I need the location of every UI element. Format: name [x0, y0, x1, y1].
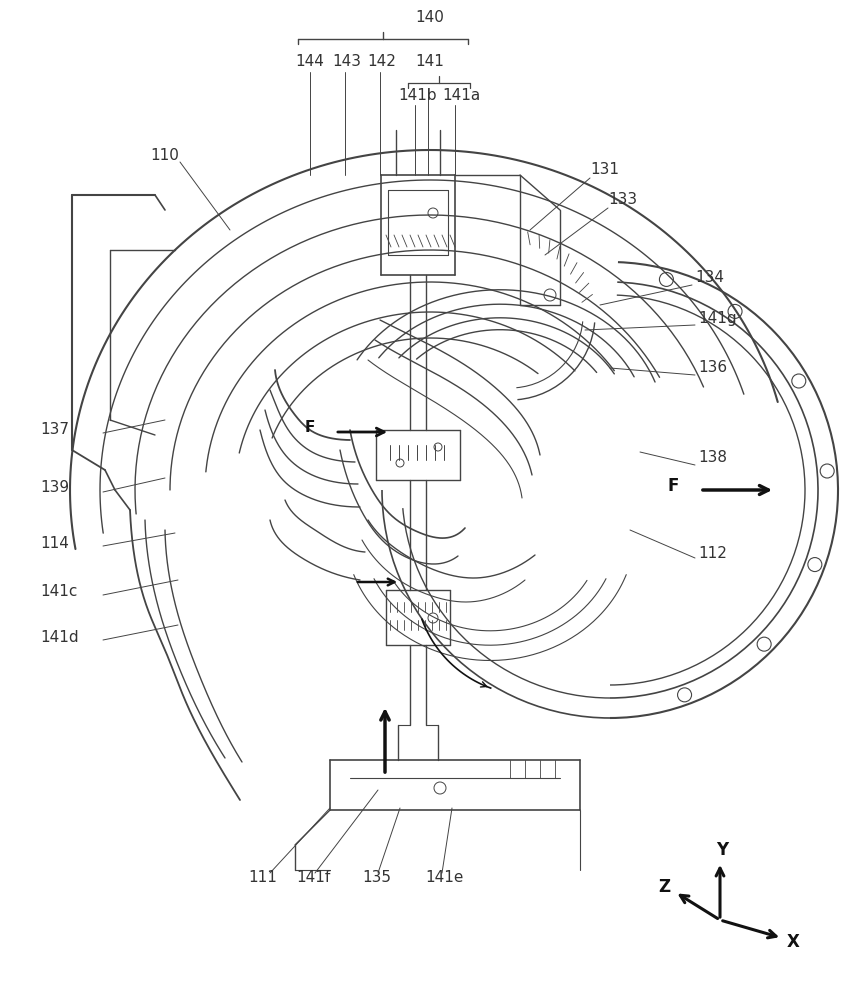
Text: 141c: 141c	[40, 584, 78, 599]
Text: 141a: 141a	[442, 89, 479, 104]
Text: F: F	[305, 420, 315, 436]
Text: 112: 112	[697, 546, 726, 560]
Text: 141d: 141d	[40, 631, 78, 646]
Text: 137: 137	[40, 422, 69, 438]
Text: 141b: 141b	[397, 89, 436, 104]
Text: 141g: 141g	[697, 310, 736, 326]
Text: F: F	[667, 477, 679, 495]
Text: 141e: 141e	[425, 870, 463, 886]
Text: 141f: 141f	[296, 870, 330, 886]
Text: Y: Y	[715, 841, 728, 859]
Text: 144: 144	[294, 54, 323, 70]
Text: 143: 143	[332, 54, 361, 70]
Text: 134: 134	[694, 270, 723, 286]
Text: 110: 110	[150, 147, 178, 162]
Text: 131: 131	[589, 162, 618, 178]
Text: 111: 111	[247, 870, 276, 886]
Text: 139: 139	[40, 481, 69, 495]
Text: 138: 138	[697, 450, 726, 466]
Text: 114: 114	[40, 536, 69, 550]
Text: 136: 136	[697, 360, 726, 375]
Text: 140: 140	[415, 10, 444, 25]
Text: X: X	[786, 933, 798, 951]
Text: 133: 133	[607, 192, 636, 208]
Text: Z: Z	[657, 878, 670, 896]
Text: 135: 135	[362, 870, 391, 886]
Text: 142: 142	[367, 54, 396, 70]
Text: 141: 141	[415, 54, 444, 70]
